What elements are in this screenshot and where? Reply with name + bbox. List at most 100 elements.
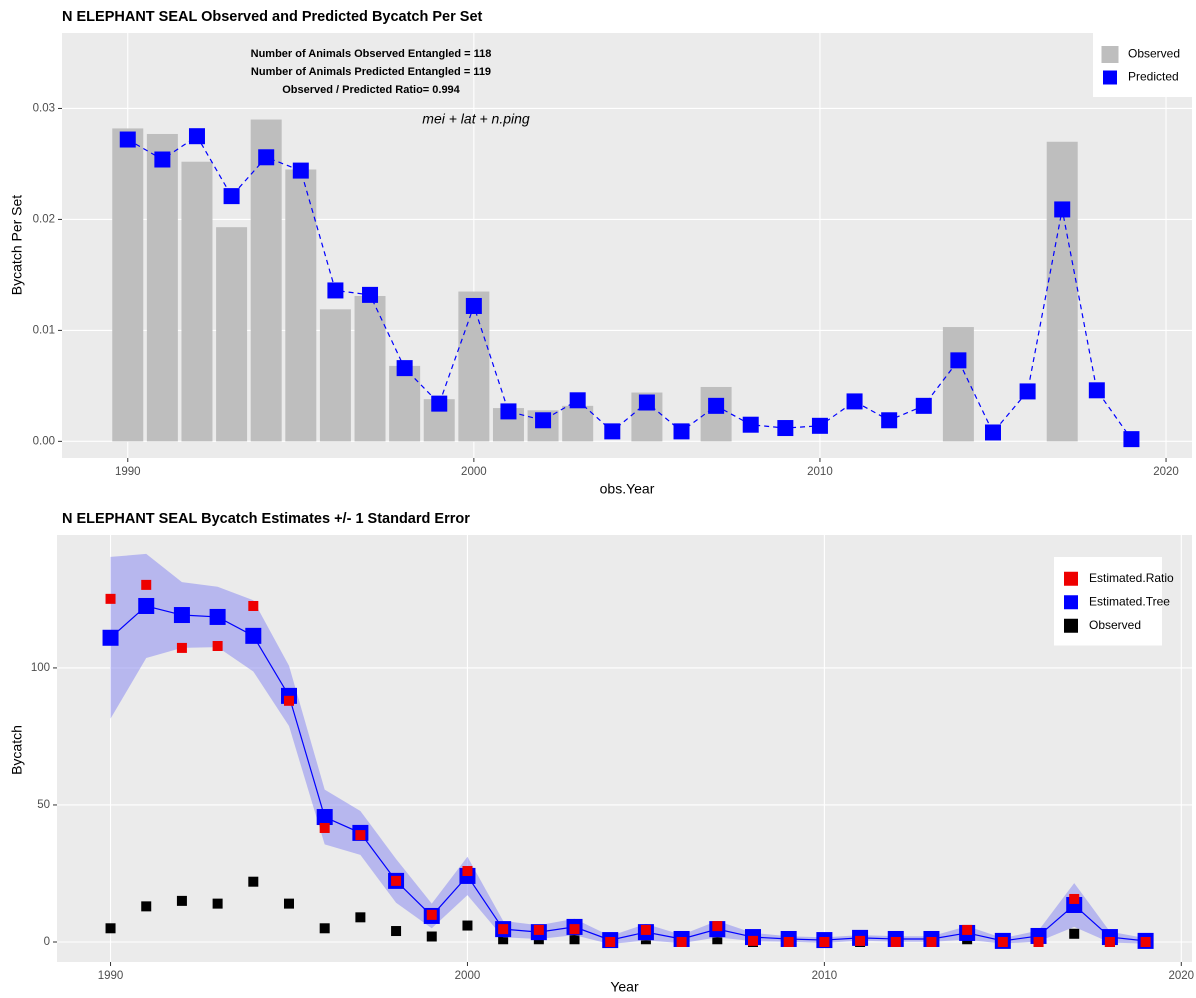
- marker: [283, 898, 294, 909]
- marker: [105, 923, 116, 934]
- chart-title: N ELEPHANT SEAL Bycatch Estimates +/- 1 …: [62, 511, 470, 527]
- marker: [1088, 382, 1105, 399]
- panel-0: N ELEPHANT SEAL Observed and Predicted B…: [9, 9, 1192, 497]
- marker: [1104, 936, 1115, 947]
- marker: [855, 935, 866, 946]
- y-tick-label: 0: [44, 936, 50, 948]
- marker: [569, 392, 586, 409]
- x-tick-label: 2010: [807, 466, 833, 478]
- y-tick-label: 100: [31, 662, 50, 674]
- annotation: Number of Animals Predicted Entangled = …: [251, 66, 491, 78]
- x-tick-label: 1990: [115, 466, 141, 478]
- marker: [248, 876, 259, 887]
- marker: [283, 695, 294, 706]
- legend-label: Predicted: [1128, 70, 1179, 84]
- chart-title: N ELEPHANT SEAL Observed and Predicted B…: [62, 9, 483, 25]
- y-tick-label: 0.02: [33, 213, 55, 225]
- marker: [327, 282, 344, 299]
- annotation: Observed / Predicted Ratio= 0.994: [282, 84, 460, 96]
- marker: [355, 912, 366, 923]
- marker: [431, 395, 448, 412]
- bar: [942, 327, 974, 442]
- marker: [962, 924, 973, 935]
- marker: [638, 394, 655, 411]
- marker: [212, 898, 223, 909]
- marker: [1123, 431, 1140, 448]
- marker: [500, 403, 517, 420]
- marker: [176, 642, 187, 653]
- legend-swatch: [1064, 571, 1078, 586]
- error-band: [110, 553, 1146, 945]
- marker: [984, 424, 1001, 441]
- x-axis-title: obs.Year: [600, 481, 655, 497]
- bar: [562, 405, 594, 442]
- marker: [426, 909, 437, 920]
- series-line: [127, 135, 1132, 440]
- annotation: Number of Animals Observed Entangled = 1…: [251, 48, 492, 60]
- legend-label: Observed: [1128, 47, 1180, 61]
- legend: Estimated.Ratio Estimated.Tree Observed: [1054, 557, 1174, 646]
- y-tick-label: 0.01: [33, 324, 55, 336]
- formula: mei + lat + n.ping: [422, 111, 530, 127]
- marker: [154, 151, 171, 168]
- marker: [396, 360, 413, 377]
- x-axis-title: Year: [610, 979, 639, 995]
- marker: [605, 936, 616, 947]
- marker: [176, 895, 187, 906]
- marker: [319, 923, 330, 934]
- marker: [708, 397, 725, 414]
- marker: [212, 640, 223, 651]
- marker: [426, 931, 437, 942]
- marker: [950, 352, 967, 369]
- x-tick-label: 1990: [98, 970, 124, 982]
- marker: [819, 936, 830, 947]
- marker: [1033, 936, 1044, 947]
- legend-swatch: [1101, 46, 1119, 63]
- y-tick-label: 0.00: [33, 435, 55, 447]
- marker: [209, 608, 226, 625]
- x-tick-label: 2000: [461, 466, 487, 478]
- bar: [458, 291, 490, 442]
- marker: [846, 393, 863, 410]
- bar: [250, 119, 282, 442]
- marker: [173, 607, 190, 624]
- marker: [223, 188, 240, 205]
- marker: [676, 936, 687, 947]
- bar: [700, 386, 732, 442]
- bar: [146, 133, 178, 442]
- bar: [354, 295, 386, 442]
- marker: [102, 629, 119, 646]
- marker: [462, 866, 473, 877]
- marker: [245, 627, 262, 644]
- legend-swatch: [1064, 595, 1078, 610]
- marker: [462, 920, 473, 931]
- marker: [712, 934, 723, 945]
- marker: [777, 420, 794, 437]
- marker: [1054, 201, 1071, 218]
- marker: [926, 936, 937, 947]
- bar: [1046, 141, 1078, 442]
- marker: [316, 809, 333, 826]
- marker: [533, 924, 544, 935]
- marker: [141, 579, 152, 590]
- marker: [604, 423, 621, 440]
- marker: [292, 162, 309, 179]
- marker: [890, 936, 901, 947]
- marker: [712, 921, 723, 932]
- legend-swatch: [1064, 618, 1078, 633]
- panel-1: N ELEPHANT SEAL Bycatch Estimates +/- 1 …: [9, 511, 1194, 995]
- marker: [188, 128, 205, 145]
- marker: [138, 597, 155, 614]
- marker: [811, 417, 828, 434]
- y-axis-title: Bycatch: [9, 725, 25, 775]
- bar: [216, 227, 248, 442]
- marker: [391, 926, 402, 937]
- bar: [112, 128, 144, 442]
- marker: [1019, 383, 1036, 400]
- marker: [465, 297, 482, 314]
- marker: [881, 412, 898, 429]
- bar: [181, 161, 213, 442]
- marker: [569, 924, 580, 935]
- y-tick-label: 0.03: [33, 102, 55, 114]
